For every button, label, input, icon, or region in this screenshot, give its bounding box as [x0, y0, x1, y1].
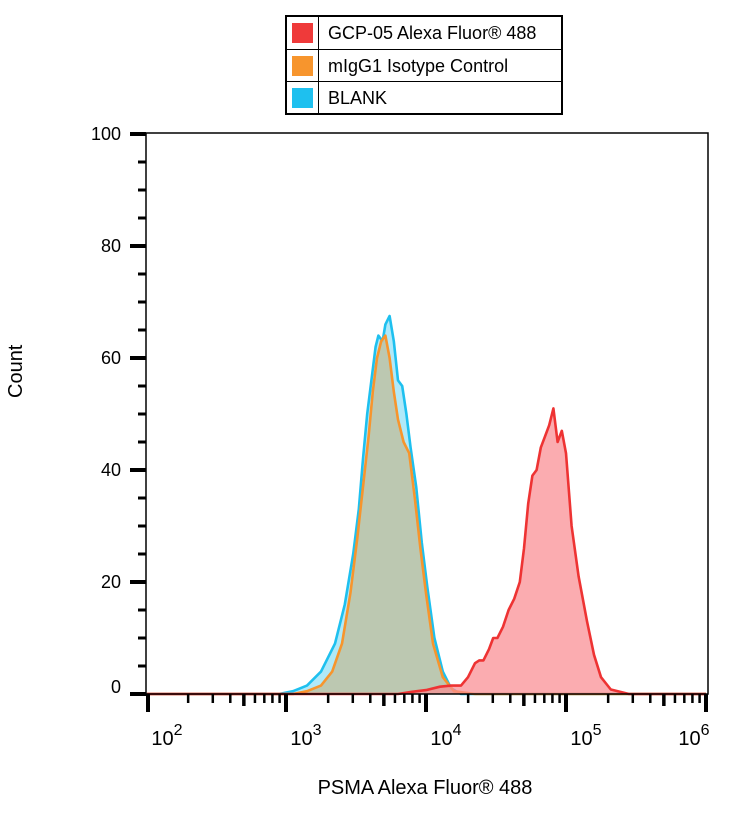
x-axis: 102 103 104 105 106 [146, 694, 710, 750]
x-tick-label: 104 [430, 722, 461, 750]
legend-item-gcp05: GCP-05 Alexa Fluor® 488 [287, 17, 561, 49]
legend-swatch-red [292, 23, 313, 43]
y-tick-label: 0 [111, 677, 121, 697]
y-tick-label: 80 [101, 236, 121, 256]
legend-swatch-orange [292, 56, 313, 76]
y-tick-label: 60 [101, 348, 121, 368]
series-gcp-05-alexa-fluor-488 [147, 407, 706, 696]
x-tick-label: 102 [151, 722, 182, 750]
x-tick-label: 103 [290, 722, 321, 750]
y-tick-label: 40 [101, 460, 121, 480]
legend-swatch-blue [292, 88, 313, 108]
legend-label: BLANK [328, 88, 388, 108]
y-tick-label: 20 [101, 572, 121, 592]
y-axis: 0 20 40 60 80 100 [91, 124, 146, 697]
legend-label: mIgG1 Isotype Control [328, 56, 509, 76]
histogram-series [147, 314, 706, 696]
y-axis-label: Count [5, 344, 27, 398]
series-migg1-isotype-control [147, 334, 706, 696]
x-axis-label: PSMA Alexa Fluor® 488 [317, 777, 533, 799]
legend-label: GCP-05 Alexa Fluor® 488 [328, 23, 537, 43]
legend: GCP-05 Alexa Fluor® 488 mIgG1 Isotype Co… [285, 15, 563, 115]
legend-item-isotype: mIgG1 Isotype Control [287, 49, 561, 81]
x-tick-label: 105 [570, 722, 601, 750]
x-tick-label: 106 [678, 722, 709, 750]
legend-item-blank: BLANK [287, 81, 561, 113]
y-tick-label: 100 [91, 124, 121, 144]
